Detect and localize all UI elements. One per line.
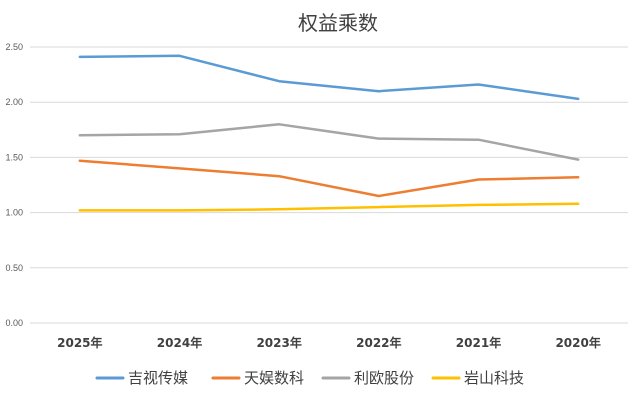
x-tick-label: 2023年: [256, 335, 301, 350]
gridlines: [30, 46, 628, 324]
y-tick-label: 1.50: [5, 152, 23, 162]
x-tick-label: 2021年: [456, 335, 501, 350]
y-tick-label: 2.50: [5, 42, 23, 52]
y-tick-label: 0.50: [5, 263, 23, 273]
y-tick-label: 1.00: [5, 208, 23, 218]
y-tick-label: 0.00: [5, 318, 23, 328]
legend-item-0: 吉视传媒: [95, 369, 188, 387]
y-axis-ticks: 0.00 0.50 1.00 1.50 2.00 2.50: [5, 42, 23, 328]
y-tick-label: 2.00: [5, 97, 23, 107]
x-tick-label: 2024年: [157, 335, 202, 350]
chart-title: 权益乘数: [298, 11, 378, 35]
series-line-0: [78, 54, 580, 101]
legend-label: 天娱数科: [244, 369, 304, 387]
legend: 吉视传媒 天娱数科 利欧股份 岩山科技: [95, 369, 524, 387]
x-tick-label: 2025年: [57, 335, 102, 350]
legend-item-1: 天娱数科: [211, 369, 304, 387]
legend-label: 岩山科技: [464, 369, 524, 387]
x-tick-label: 2022年: [356, 335, 401, 350]
series-line-1: [78, 159, 580, 198]
series-line-2: [78, 123, 580, 161]
x-axis-ticks: 2025年 2024年 2023年 2022年 2021年 2020年: [57, 335, 601, 350]
legend-item-2: 利欧股份: [321, 369, 414, 387]
legend-label: 吉视传媒: [128, 369, 188, 387]
series-line-3: [78, 202, 580, 212]
legend-item-3: 岩山科技: [431, 369, 524, 387]
legend-label: 利欧股份: [354, 369, 414, 387]
x-tick-label: 2020年: [555, 335, 600, 350]
series-lines: [78, 54, 580, 212]
